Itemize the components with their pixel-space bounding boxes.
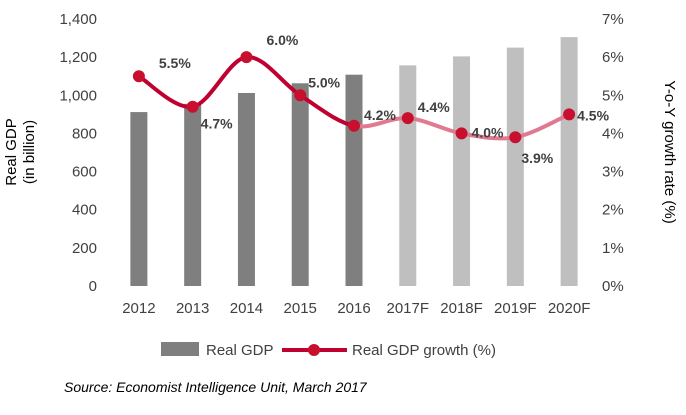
y2-tick-label: 4% (602, 125, 624, 142)
growth-label-2012: 5.5% (159, 55, 191, 71)
growth-marker-2018F (455, 127, 468, 140)
legend-bar-label: Real GDP (206, 342, 274, 359)
growth-label-2013: 4.7% (201, 116, 233, 132)
y-axis-left-title-line: (in billion) (21, 120, 38, 184)
y-axis-left-title: Real GDP(in billion) (3, 118, 38, 186)
growth-label-2020F: 4.5% (577, 107, 609, 123)
y-axis-right-title: Y-o-Y growth rate (%) (661, 80, 678, 223)
x-tick-label: 2014 (230, 300, 263, 317)
y2-tick-label: 3% (602, 164, 624, 181)
bar-2015 (291, 83, 309, 286)
y-axis-right-ticks: 0% 1% 2% 3% 4% 5% 6% 7% (602, 11, 624, 295)
bar-2019F (506, 47, 524, 286)
y2-tick-label: 1% (602, 240, 624, 257)
growth-marker-2015 (294, 89, 307, 102)
growth-marker-2017F (401, 112, 414, 125)
y-axis-left-title-line: Real GDP (3, 118, 20, 186)
growth-label-2017F: 4.4% (418, 99, 450, 115)
y-axis-left-title-text: Real GDP(in billion) (3, 118, 38, 186)
bar-2013 (184, 103, 202, 286)
growth-labels-group: 5.5% 4.7% 6.0% 5.0% 4.2% 4.4% 4.0% 3.9% 4.5% (159, 32, 610, 166)
source-note: Source: Economist Intelligence Unit, Mar… (64, 379, 368, 395)
x-tick-label: 2013 (176, 300, 209, 317)
y-tick-label: 600 (72, 164, 97, 181)
y2-tick-label: 6% (602, 49, 624, 66)
x-tick-label: 2018F (440, 300, 483, 317)
legend-bar-swatch (161, 342, 199, 356)
y-tick-label: 400 (72, 202, 97, 219)
x-tick-label: 2019F (494, 300, 537, 317)
y-tick-label: 0 (89, 278, 97, 295)
bar-2014 (237, 92, 255, 286)
y2-tick-label: 5% (602, 87, 624, 104)
growth-marker-2019F (509, 131, 522, 144)
y2-tick-label: 2% (602, 202, 624, 219)
growth-label-2018F: 4.0% (472, 124, 504, 140)
growth-marker-2013 (186, 100, 199, 113)
bar-2018F (453, 56, 471, 286)
growth-label-2016: 4.2% (364, 107, 396, 123)
growth-label-2019F: 3.9% (521, 150, 553, 166)
growth-marker-2016 (348, 119, 360, 132)
x-axis-ticks: 2012 2013 2014 2015 2016 2017F 2018F 2019F 2020F (122, 300, 590, 317)
growth-label-2014: 6.0% (266, 32, 298, 48)
x-tick-label: 2020F (548, 300, 591, 317)
bars-group (130, 37, 578, 287)
y-tick-label: 1,400 (59, 11, 97, 28)
bar-2020F (560, 37, 578, 286)
bar-2017F (399, 65, 417, 287)
y-axis-left-ticks: 0 200 400 600 800 1,000 1,200 1,400 (59, 11, 97, 295)
y-tick-label: 800 (72, 125, 97, 142)
legend-line-label: Real GDP growth (%) (352, 342, 496, 359)
growth-markers-group (132, 51, 576, 144)
bar-2016 (345, 74, 363, 286)
legend-marker-swatch (308, 344, 320, 356)
y-tick-label: 200 (72, 240, 97, 257)
growth-marker-2012 (132, 70, 145, 83)
growth-marker-2020F (563, 108, 576, 121)
x-tick-label: 2012 (122, 300, 155, 317)
y2-tick-label: 0% (602, 278, 624, 295)
x-tick-label: 2016 (337, 300, 370, 317)
growth-label-2015: 5.0% (308, 74, 340, 90)
legend: Real GDP Real GDP growth (%) (161, 342, 496, 359)
y-tick-label: 1,200 (59, 49, 97, 66)
y2-tick-label: 7% (602, 11, 624, 28)
x-tick-label: 2017F (387, 300, 430, 317)
x-tick-label: 2015 (284, 300, 317, 317)
bar-2012 (130, 112, 148, 286)
y-tick-label: 1,000 (59, 87, 97, 104)
growth-marker-2014 (240, 51, 253, 64)
